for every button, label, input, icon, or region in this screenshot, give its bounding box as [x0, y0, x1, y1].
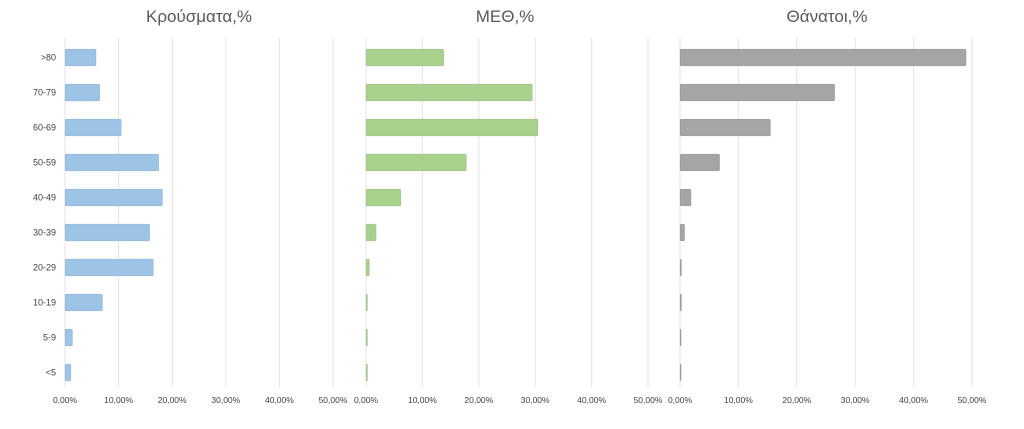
bar [365, 363, 368, 382]
x-tick-label: 10,00% [104, 395, 133, 405]
bar [679, 293, 682, 312]
category-label: 60-69 [33, 123, 56, 133]
chart-panel-3: Θάνατοι,% 0,00% 10,00% 20,00% 30,00% 40,00% 50… [668, 7, 987, 405]
x-tick-label: 0,00% [668, 395, 693, 405]
x-tick-label: 20,00% [158, 395, 187, 405]
x-tick-label: 10,00% [724, 395, 753, 405]
bar [64, 293, 103, 312]
bar [679, 118, 771, 137]
bar [64, 48, 97, 67]
bar [365, 223, 377, 242]
chart-title: Κρούσματα,% [146, 7, 252, 26]
bar [679, 363, 682, 382]
bar [679, 153, 721, 172]
bar [365, 188, 402, 207]
x-tick-label: 40,00% [577, 395, 606, 405]
x-tick-label: 50,00% [319, 395, 348, 405]
bar [64, 363, 72, 382]
bar [64, 118, 122, 137]
x-tick-label: 0,00% [53, 395, 78, 405]
bar [365, 258, 370, 277]
bar [64, 188, 163, 207]
chart-panel-1: Κρούσματα,% 0,00% 10,00% 20,00% 30,00% 40,00%… [53, 7, 348, 405]
bar [679, 83, 836, 102]
chart-panel-2: ΜΕΘ,% 0,00% 10,00% 20,00% 30,00% 40,00% 50,00% [354, 7, 663, 405]
category-label: 70-79 [33, 88, 56, 98]
bar [679, 328, 682, 347]
bar [365, 83, 533, 102]
bar [64, 258, 154, 277]
category-label: 5-9 [43, 333, 56, 343]
chart-title: ΜΕΘ,% [476, 7, 535, 26]
bar [365, 153, 467, 172]
bar [365, 328, 368, 347]
bar [64, 83, 101, 102]
bar [365, 48, 445, 67]
x-tick-label: 20,00% [782, 395, 811, 405]
x-tick-label: 30,00% [211, 395, 240, 405]
category-label: 10-19 [33, 298, 56, 308]
x-tick-label: 0,00% [354, 395, 379, 405]
bar [679, 258, 682, 277]
bar [365, 293, 368, 312]
x-tick-label: 10,00% [408, 395, 437, 405]
category-label: 50-59 [33, 158, 56, 168]
category-label: <5 [46, 368, 56, 378]
x-tick-label: 40,00% [899, 395, 928, 405]
bar [679, 223, 685, 242]
x-tick-label: 20,00% [464, 395, 493, 405]
x-tick-label: 30,00% [841, 395, 870, 405]
category-label: >80 [41, 53, 56, 63]
x-tick-label: 30,00% [521, 395, 550, 405]
bar [64, 223, 150, 242]
x-tick-label: 40,00% [265, 395, 294, 405]
bar [679, 188, 692, 207]
x-tick-label: 50,00% [958, 395, 987, 405]
category-label: 20-29 [33, 263, 56, 273]
category-label: 40-49 [33, 193, 56, 203]
bar [64, 153, 160, 172]
bar [679, 48, 967, 67]
category-label: 30-39 [33, 228, 56, 238]
x-tick-label: 50,00% [634, 395, 663, 405]
bar [64, 328, 73, 347]
bar [365, 118, 539, 137]
chart-title: Θάνατοι,% [787, 7, 868, 26]
